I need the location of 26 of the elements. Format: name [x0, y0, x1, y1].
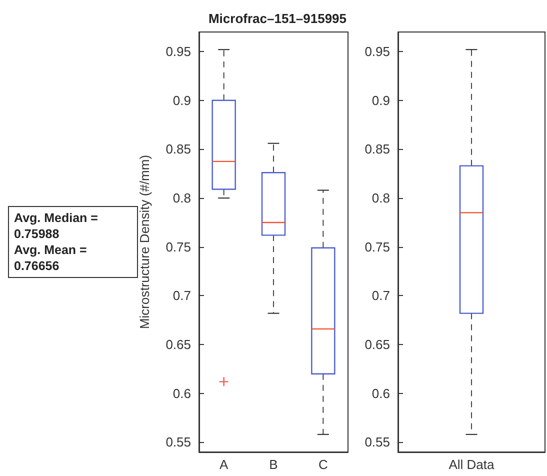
y-tick-label: 0.65 — [166, 337, 191, 352]
y-tick-label: 0.65 — [364, 337, 390, 352]
y-tick-label: 0.6 — [172, 386, 191, 401]
y-tick-label: 0.9 — [172, 92, 191, 108]
y-tick-label: 0.95 — [364, 44, 390, 60]
y-tick-label: 0.6 — [372, 386, 390, 401]
y-tick-label: 0.95 — [166, 44, 191, 60]
x-tick-label: C — [318, 457, 328, 472]
y-tick-label: 0.85 — [364, 142, 390, 157]
x-tick-label: A — [219, 457, 228, 472]
x-tick-label: All Data — [448, 457, 496, 472]
y-axis-title: Microstructure Density (#/mm) — [137, 154, 152, 330]
y-tick-label: 0.7 — [172, 288, 191, 304]
x-tick-label: B — [269, 457, 278, 472]
y-tick-label: 0.9 — [372, 92, 390, 108]
y-tick-label: 0.55 — [166, 434, 191, 450]
y-tick-label: 0.7 — [372, 288, 390, 304]
y-tick-label: 0.75 — [166, 239, 191, 254]
y-tick-label: 0.8 — [172, 190, 191, 206]
text: Avg. Median = 0.75988 — [14, 210, 99, 242]
y-tick-label: 0.55 — [364, 434, 390, 450]
y-tick-label: 0.85 — [166, 142, 191, 157]
text: Avg. Mean = 0.76656 — [14, 242, 88, 274]
chart-title: Microfrac–151–915995 — [208, 11, 347, 26]
y-tick-label: 0.75 — [364, 239, 390, 254]
y-tick-label: 0.8 — [372, 190, 390, 206]
